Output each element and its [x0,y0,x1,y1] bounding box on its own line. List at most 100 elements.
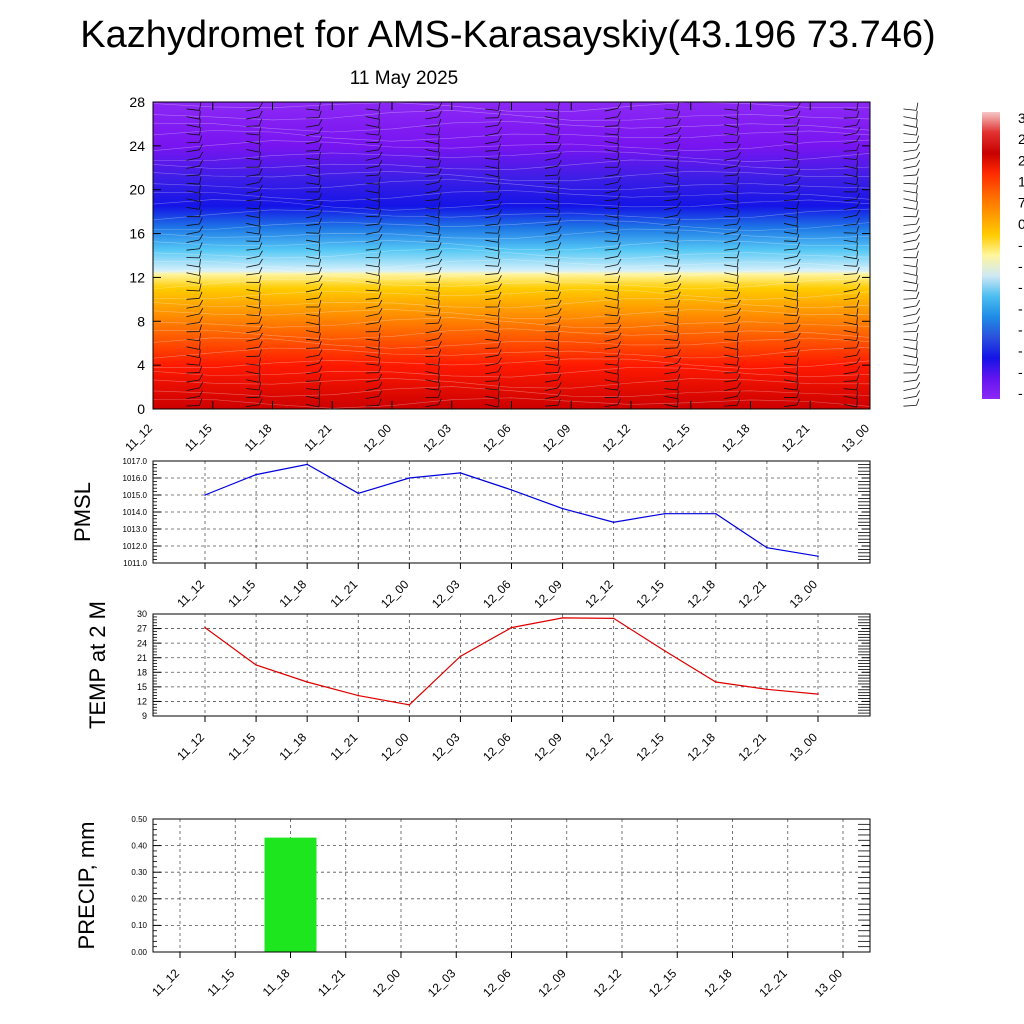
contour-line [152,358,871,370]
wind-barb-flag [318,349,323,356]
wind-barb-flag [916,258,918,267]
data-point [612,617,615,620]
wind-barb-flag [497,160,500,169]
wind-barb-shaft [425,388,439,391]
x-tick-label: 12_03 [429,730,463,764]
wind-barb-flag [497,118,502,126]
wind-barb-flag [378,390,383,397]
wind-barb-flag [796,332,801,339]
y-tick-label: 27 [137,624,147,634]
wind-barb-shaft [186,248,200,251]
wind-barb-flag [736,390,741,397]
wind-barb-shaft [604,248,618,251]
wind-barb-flag [856,110,860,118]
wind-barb-shaft [843,132,857,137]
wind-barb-flag [497,135,502,142]
wind-barb-shaft [186,231,200,235]
wind-barb-flag [916,349,918,358]
y-tick-label: 0.00 [131,948,147,957]
wind-barb-shaft [485,347,499,349]
y-axis-label: TEMP at 2 M [85,601,110,729]
wind-barb-flag [677,225,680,234]
wind-barb-flag [736,119,739,128]
wind-barb-flag [677,341,681,349]
wind-barb-shaft [843,371,857,375]
wind-barb-shaft [425,346,439,350]
wind-barb-shaft [246,157,260,161]
wind-barb-flag [677,258,680,267]
wind-barb-flag [557,201,560,210]
wind-barb-shaft [724,149,738,153]
wind-barb-shaft [186,305,200,309]
wind-barb-flag [557,119,560,128]
wind-barb-shaft [604,330,618,334]
wind-barb-flag [318,217,322,225]
contour-line [152,121,871,133]
wind-barb-flag [438,143,440,153]
wind-barb-shaft [903,305,917,309]
wind-barb-shaft [485,371,499,375]
wind-barb-flag [856,209,861,216]
contour-line [152,378,871,389]
precip-bar [264,837,317,952]
wind-barb-shaft [544,346,559,350]
wind-barb-flag [796,176,801,183]
wind-barb-flag [438,217,440,227]
heatmap-x-tick-label: 12_15 [659,421,693,455]
wind-barb-shaft [246,125,260,127]
wind-barb-shaft [186,280,200,284]
wind-barb-flag [856,283,861,290]
wind-barb-shaft [544,280,559,284]
wind-barb-flag [318,365,323,372]
wind-barb-flag [617,102,622,109]
wind-barb-shaft [544,108,559,111]
wind-barb-flag [736,242,741,249]
wind-barb-shaft [544,338,559,342]
wind-barb-flag [796,398,801,405]
contour-line [152,110,871,121]
wind-barb-shaft [903,190,917,194]
wind-barb-flag [318,382,321,390]
wind-barb-flag [557,357,560,366]
wind-barb-shaft [425,297,439,301]
wind-barb-flag [438,299,440,309]
wind-barb-shaft [246,314,260,317]
wind-barb-shaft [843,256,857,260]
wind-barb-flag [199,267,201,276]
wind-barb-shaft [425,404,439,408]
wind-barb-shaft [246,133,260,136]
wind-barb-flag [318,283,323,290]
contour-line [152,228,871,240]
wind-barb-flag [258,176,263,183]
wind-barb-shaft [305,223,320,226]
wind-barb-flag [497,201,502,208]
wind-barb-shaft [724,280,738,284]
x-tick-label: 12_00 [370,966,404,1000]
wind-barb-shaft [365,231,379,235]
data-point [766,546,768,549]
wind-barb-flag [617,168,621,175]
wind-barb-flag [258,398,263,405]
wind-barb-flag [677,184,680,193]
wind-barb-shaft [425,199,439,202]
wind-barb-shaft [186,264,200,268]
contour-line [152,151,871,163]
wind-barb-flag [438,291,440,301]
wind-barb-flag [916,102,919,111]
wind-barb-flag [677,382,680,390]
wind-barb-shaft [604,125,618,127]
wind-barb-shaft [604,223,618,227]
wind-barb-flag [438,118,442,126]
wind-barb-flag [796,374,799,383]
wind-barb-shaft [305,214,320,219]
wind-barb-flag [438,184,443,191]
wind-barb-flag [438,250,443,257]
wind-barb-shaft [246,297,260,301]
wind-barb-shaft [305,330,320,334]
wind-barb-shaft [425,107,439,112]
wind-barb-flag [916,390,920,397]
x-tick-label: 12_21 [756,966,790,1000]
wind-barb-shaft [843,403,857,408]
wind-barb-shaft [365,223,379,226]
y-tick-label: 15 [137,682,147,692]
